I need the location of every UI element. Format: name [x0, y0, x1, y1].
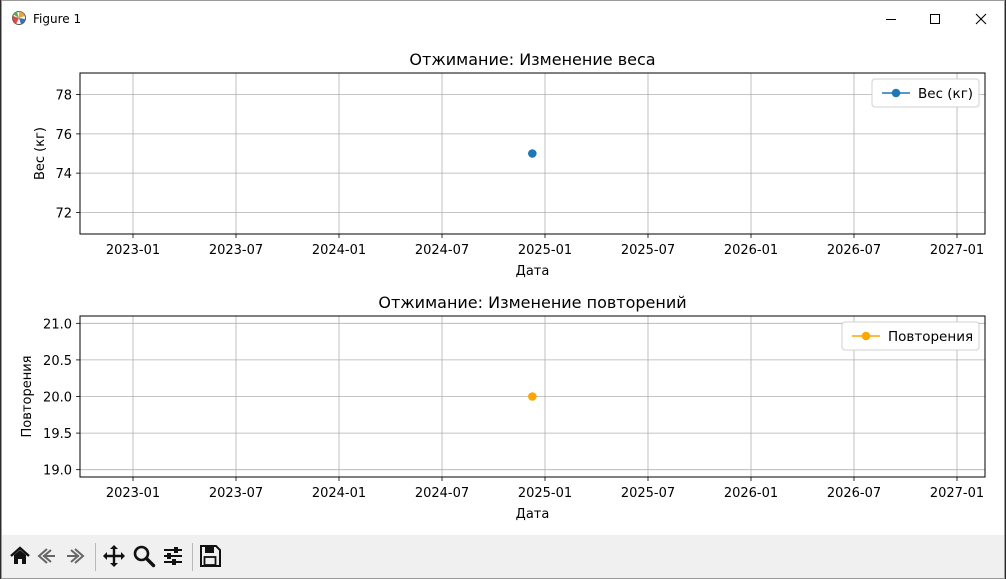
matplotlib-app-icon	[12, 11, 26, 25]
title-bar[interactable]: Figure 1	[2, 1, 1004, 37]
y-tick-label: 19.0	[43, 464, 72, 479]
minimize-button[interactable]	[868, 1, 914, 37]
zoom-button[interactable]	[131, 543, 157, 569]
y-tick-label: 20.5	[43, 354, 72, 369]
configure-subplots-icon	[164, 547, 182, 565]
forward-icon	[67, 548, 85, 564]
legend-marker	[891, 88, 901, 98]
close-icon	[975, 13, 987, 25]
forward-button[interactable]	[62, 543, 88, 569]
x-tick-label: 2024-07	[415, 486, 469, 501]
x-tick-label: 2024-01	[312, 243, 366, 258]
x-tick-label: 2025-07	[621, 486, 675, 501]
x-tick-label: 2023-07	[209, 243, 263, 258]
x-axis-label: Дата	[516, 507, 550, 522]
x-tick-label: 2023-01	[106, 243, 160, 258]
legend-box	[841, 321, 980, 351]
zoom-icon	[133, 545, 156, 568]
back-icon	[37, 548, 55, 564]
x-tick-label: 2026-01	[724, 243, 778, 258]
x-tick-label: 2024-01	[312, 486, 366, 501]
y-axis-label: Вес (кг)	[33, 127, 48, 180]
window-title: Figure 1	[33, 12, 82, 26]
pan-button[interactable]	[101, 543, 127, 569]
maximize-icon	[930, 14, 940, 24]
x-tick-label: 2025-01	[518, 243, 572, 258]
y-tick-label: 20.0	[43, 391, 72, 406]
toolbar-separator	[192, 543, 193, 571]
x-tick-label: 2025-07	[621, 243, 675, 258]
y-tick-label: 74	[55, 167, 72, 182]
configure-subplots-button[interactable]	[160, 543, 186, 569]
home-icon	[10, 546, 30, 564]
chart-title: Отжимание: Изменение повторений	[378, 293, 686, 312]
maximize-button[interactable]	[912, 1, 958, 37]
x-tick-label: 2027-01	[930, 486, 984, 501]
toolbar-separator	[95, 543, 96, 571]
axes-frame	[79, 315, 986, 478]
x-tick-label: 2025-01	[518, 486, 572, 501]
x-tick-label: 2026-01	[724, 486, 778, 501]
legend-label: Вес (кг)	[918, 86, 973, 102]
legend-box	[871, 78, 980, 108]
pan-icon	[103, 545, 125, 567]
legend-marker	[861, 331, 871, 341]
y-axis-label: Повторения	[20, 356, 35, 438]
x-tick-label: 2023-01	[106, 486, 160, 501]
x-tick-label: 2026-07	[827, 243, 881, 258]
data-point	[528, 392, 537, 401]
navigation-toolbar	[2, 535, 1004, 578]
y-tick-label: 72	[55, 206, 72, 221]
x-tick-label: 2026-07	[827, 486, 881, 501]
chart-title: Отжимание: Изменение веса	[409, 50, 655, 69]
x-tick-label: 2023-07	[209, 486, 263, 501]
x-tick-label: 2024-07	[415, 243, 469, 258]
x-axis-label: Дата	[516, 264, 550, 279]
figure-canvas[interactable]: Отжимание: Изменение веса 2023-01 2023-07 2…	[2, 37, 1004, 535]
minimize-icon	[886, 19, 896, 20]
save-icon	[200, 545, 221, 567]
data-point	[528, 149, 537, 158]
back-button[interactable]	[34, 543, 60, 569]
y-tick-label: 21.0	[43, 317, 72, 332]
charts-svg: Отжимание: Изменение веса 2023-01 2023-07 2…	[20, 50, 986, 522]
x-tick-label: 2027-01	[930, 243, 984, 258]
close-button[interactable]	[958, 1, 1004, 37]
axes-frame	[79, 72, 986, 235]
legend-label: Повторения	[888, 329, 973, 345]
y-tick-label: 19.5	[43, 427, 72, 442]
home-button[interactable]	[7, 543, 33, 569]
save-button[interactable]	[197, 543, 223, 569]
y-tick-label: 78	[55, 89, 72, 104]
y-tick-label: 76	[55, 128, 72, 143]
